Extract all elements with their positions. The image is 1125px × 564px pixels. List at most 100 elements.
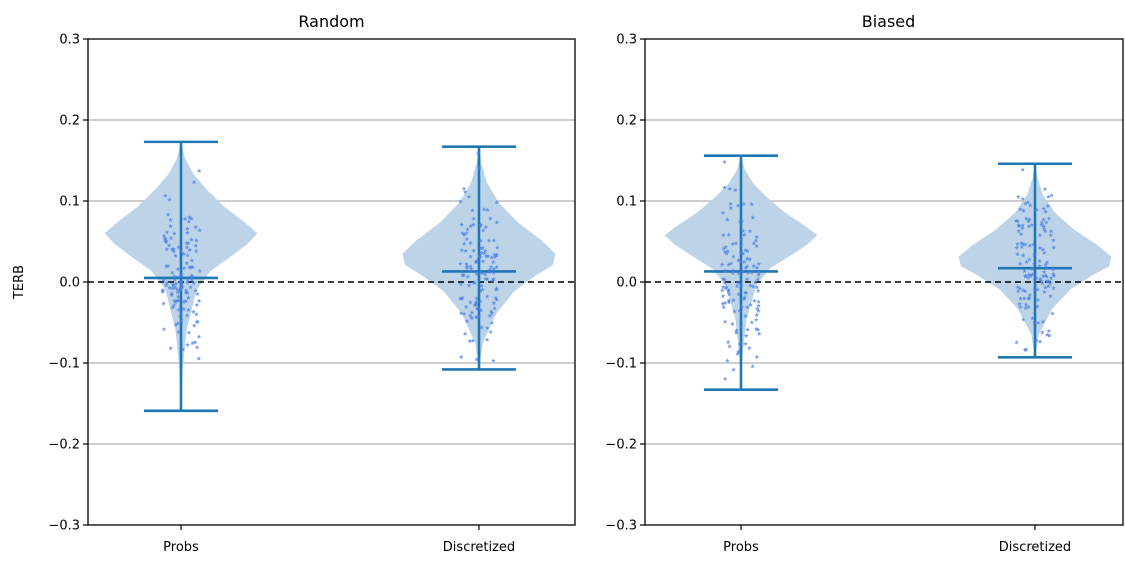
data-point (194, 345, 200, 350)
y-axis-label: TERB (12, 265, 27, 300)
data-point (747, 345, 752, 351)
data-point (1030, 272, 1035, 277)
data-point (196, 168, 202, 173)
data-point (756, 303, 761, 308)
data-point (1022, 288, 1028, 294)
data-point (1040, 273, 1046, 279)
data-point (175, 266, 181, 272)
data-point (179, 281, 185, 286)
data-point (169, 270, 175, 275)
chart-title-biased: Biased (862, 12, 916, 31)
data-point (480, 258, 486, 264)
data-point (172, 273, 177, 279)
data-point (1031, 252, 1037, 257)
data-point (194, 238, 199, 243)
data-point (1027, 292, 1033, 298)
y-tick-label: −0.1 (48, 357, 80, 372)
data-point (474, 296, 479, 301)
data-point (178, 319, 184, 324)
data-point (1051, 273, 1057, 278)
data-point (172, 277, 178, 282)
data-point (1042, 289, 1047, 294)
data-point (744, 256, 750, 261)
data-point (188, 284, 193, 290)
data-point (754, 312, 760, 317)
data-point (1035, 320, 1041, 325)
data-point (723, 244, 728, 250)
data-point (468, 254, 473, 259)
data-point (471, 248, 477, 253)
data-point (197, 268, 203, 274)
data-point (734, 328, 739, 333)
data-point (720, 276, 726, 281)
y-tick-label: 0.1 (616, 195, 637, 210)
data-point (738, 242, 744, 247)
data-point (191, 179, 197, 185)
data-point (1044, 274, 1049, 279)
data-point (495, 245, 500, 250)
data-point (728, 261, 734, 266)
data-point (1046, 328, 1052, 333)
data-point (751, 263, 756, 269)
data-point (720, 284, 726, 290)
data-point (161, 326, 167, 332)
data-point (181, 299, 187, 304)
data-point (1017, 301, 1022, 306)
data-point (1042, 186, 1048, 192)
data-point (491, 270, 496, 275)
data-point (1015, 284, 1020, 290)
data-point (1027, 295, 1032, 301)
data-point (753, 238, 759, 243)
data-point (477, 254, 483, 260)
data-point (484, 337, 490, 342)
data-point (1049, 193, 1054, 198)
data-point (750, 215, 756, 220)
data-point (730, 321, 735, 326)
data-point (189, 273, 194, 279)
data-point (179, 317, 184, 322)
data-point (173, 322, 179, 327)
data-point (1048, 293, 1053, 299)
data-point (742, 295, 747, 300)
data-point (755, 327, 761, 332)
data-point (756, 261, 762, 266)
data-point (465, 274, 471, 279)
data-point (726, 299, 732, 305)
data-point (487, 313, 493, 318)
data-point (494, 253, 499, 258)
data-point (750, 284, 756, 289)
panel-biased: −0.3 −0.2 −0.1 0.0 0.1 0.2 0.3 Probs Discretized… (605, 12, 1124, 555)
data-point (1019, 240, 1024, 246)
data-point (1037, 263, 1042, 268)
data-point (1046, 278, 1052, 284)
data-point (168, 223, 173, 229)
data-point (724, 251, 729, 256)
data-point (737, 308, 742, 313)
data-point (1015, 251, 1020, 257)
data-point (1017, 286, 1023, 291)
data-point (461, 272, 467, 278)
data-point (1015, 288, 1021, 294)
data-point (488, 216, 493, 221)
data-point (1051, 285, 1056, 291)
data-point (1048, 275, 1054, 281)
data-point (753, 317, 759, 322)
data-point (488, 264, 494, 269)
data-point (1021, 317, 1026, 322)
data-point (471, 222, 476, 227)
data-point (478, 307, 484, 313)
data-point (1032, 272, 1038, 277)
data-point (185, 277, 190, 282)
data-point (192, 339, 198, 345)
data-point (472, 302, 478, 308)
data-point (480, 287, 485, 292)
data-point (186, 219, 192, 224)
data-point (466, 194, 472, 199)
data-point (179, 271, 185, 277)
data-point (194, 302, 200, 307)
data-point (164, 280, 170, 285)
data-point (170, 286, 176, 291)
data-point (478, 223, 483, 228)
data-point (458, 310, 464, 316)
